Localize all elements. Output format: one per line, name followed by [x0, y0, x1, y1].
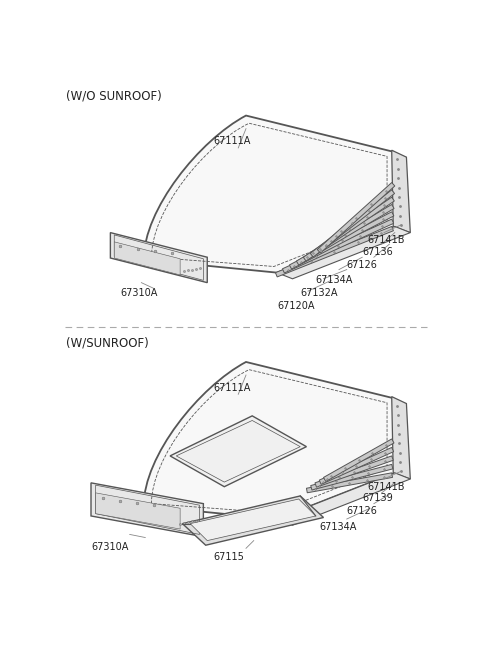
Polygon shape [182, 496, 324, 545]
Polygon shape [296, 204, 394, 265]
Text: 67141B: 67141B [368, 235, 405, 246]
Polygon shape [114, 242, 180, 275]
Polygon shape [110, 233, 207, 283]
Text: 67111A: 67111A [214, 383, 251, 393]
Polygon shape [289, 212, 394, 269]
Polygon shape [319, 447, 394, 484]
Polygon shape [91, 483, 204, 536]
Polygon shape [190, 499, 316, 540]
Text: 67111A: 67111A [214, 136, 251, 146]
Polygon shape [311, 190, 395, 257]
Polygon shape [277, 473, 410, 525]
Text: (W/O SUNROOF): (W/O SUNROOF) [66, 89, 162, 102]
Polygon shape [392, 150, 410, 233]
Polygon shape [96, 493, 180, 529]
Polygon shape [311, 464, 393, 490]
Text: 67132A: 67132A [300, 288, 338, 297]
Text: 67139: 67139 [362, 493, 393, 503]
Text: 67310A: 67310A [120, 288, 158, 297]
Polygon shape [324, 439, 394, 481]
Text: 67310A: 67310A [91, 542, 128, 552]
Polygon shape [317, 183, 395, 253]
PathPatch shape [144, 362, 395, 519]
PathPatch shape [144, 115, 395, 272]
Polygon shape [315, 456, 393, 487]
Text: 67115: 67115 [214, 552, 244, 562]
Polygon shape [303, 197, 395, 261]
Text: 67134A: 67134A [316, 275, 353, 286]
Polygon shape [306, 473, 393, 493]
Text: 67120A: 67120A [277, 301, 314, 310]
Text: 67134A: 67134A [320, 522, 357, 532]
Text: 67126: 67126 [347, 506, 378, 516]
Text: 67141B: 67141B [368, 481, 405, 492]
Polygon shape [392, 397, 410, 479]
Text: (W/SUNROOF): (W/SUNROOF) [66, 337, 149, 350]
Polygon shape [170, 416, 306, 487]
Polygon shape [276, 227, 394, 277]
Polygon shape [282, 219, 394, 273]
Text: 67126: 67126 [347, 260, 378, 270]
Text: 67136: 67136 [362, 247, 393, 257]
Polygon shape [277, 227, 410, 279]
